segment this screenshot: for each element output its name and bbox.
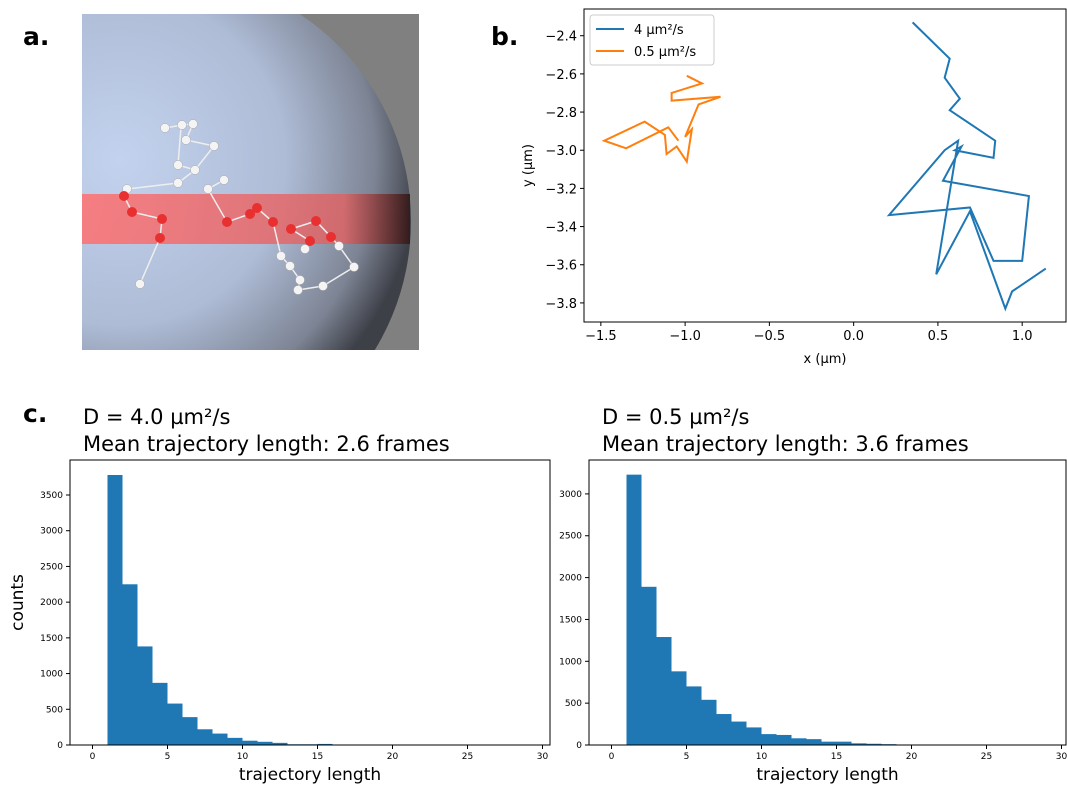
chart-title: D = 0.5 µm²/s (602, 405, 749, 429)
y-tick-label: 500 (46, 705, 63, 715)
y-tick-label: 500 (565, 699, 582, 709)
x-tick-label: 10 (756, 752, 768, 762)
histogram-bar (228, 738, 243, 745)
y-tick-label: 0 (57, 741, 63, 751)
y-tick-label: 3000 (40, 527, 63, 537)
y-tick-label: −3.2 (545, 182, 577, 197)
x-tick-label: 15 (831, 752, 842, 762)
x-tick-label: 5 (684, 752, 690, 762)
y-tick-label: 1500 (559, 615, 582, 625)
y-tick-label: −3.0 (545, 144, 577, 159)
x-tick-label: −0.5 (754, 329, 786, 344)
x-tick-label: 20 (906, 752, 918, 762)
x-tick-label: 15 (312, 752, 323, 762)
y-tick-label: 2500 (40, 562, 63, 572)
histogram-bar (837, 742, 852, 745)
x-axis-label: trajectory length (756, 765, 898, 785)
y-tick-label: 2000 (40, 598, 63, 608)
histogram-bar (717, 714, 732, 745)
y-axis-label: y (µm) (521, 144, 536, 187)
histogram-bar (777, 735, 792, 745)
histogram-bar (213, 734, 228, 745)
trajectory-line (889, 22, 1046, 308)
histogram-bar (627, 475, 642, 745)
x-tick-label: 25 (981, 752, 992, 762)
x-tick-label: 0.5 (928, 329, 949, 344)
chart-subtitle: Mean trajectory length: 3.6 frames (602, 432, 969, 456)
y-tick-label: 2000 (559, 574, 582, 584)
histogram-bar (243, 741, 258, 745)
y-tick-label: 3000 (559, 490, 582, 500)
histogram-bar (153, 683, 168, 745)
histogram-bar (168, 704, 183, 745)
histogram-bar (642, 587, 657, 745)
trajectory-line (604, 76, 720, 162)
histogram-bar (732, 722, 747, 745)
x-tick-label: 10 (237, 752, 249, 762)
y-tick-label: 1500 (40, 634, 63, 644)
x-tick-label: 1.0 (1012, 329, 1033, 344)
y-tick-label: 1000 (559, 657, 582, 667)
x-tick-label: 5 (165, 752, 171, 762)
x-tick-label: −1.0 (669, 329, 701, 344)
histogram-bar (183, 717, 198, 745)
histogram-bar (747, 727, 762, 745)
panel-label: b. (491, 22, 518, 51)
chart-title: D = 4.0 µm²/s (83, 405, 230, 429)
x-tick-label: 0.0 (843, 329, 864, 344)
histogram-bar (198, 729, 213, 745)
histogram-bar (702, 700, 717, 745)
render-image (0, 0, 419, 469)
histogram-bar (687, 686, 702, 745)
y-tick-label: −2.8 (545, 106, 577, 121)
x-tick-label: 30 (1056, 752, 1067, 762)
y-tick-label: 2500 (559, 532, 582, 542)
legend-label: 4 µm²/s (634, 23, 684, 38)
histogram-bar (762, 734, 777, 745)
y-tick-label: 1000 (40, 670, 63, 680)
legend-label: 0.5 µm²/s (634, 45, 696, 60)
y-tick-label: −3.8 (545, 297, 577, 312)
x-tick-label: 20 (387, 752, 399, 762)
x-axis-label: x (µm) (804, 352, 847, 367)
x-tick-label: 25 (462, 752, 473, 762)
y-tick-label: 3500 (40, 491, 63, 501)
y-tick-label: −2.4 (545, 30, 577, 45)
x-tick-label: −1.5 (585, 329, 617, 344)
y-tick-label: −3.6 (545, 259, 577, 274)
y-tick-label: −2.6 (545, 68, 577, 83)
y-tick-label: 0 (576, 741, 582, 751)
x-tick-label: 0 (609, 752, 615, 762)
panel-label: c. (23, 399, 47, 428)
y-tick-label: −3.4 (545, 221, 577, 236)
panel-label: a. (23, 22, 49, 51)
histogram-bar (123, 584, 138, 745)
histogram-bar (807, 739, 822, 745)
histogram-bar (657, 637, 672, 745)
histogram-bar (138, 646, 153, 745)
histogram-bar (108, 475, 123, 745)
chart-subtitle: Mean trajectory length: 2.6 frames (83, 432, 450, 456)
x-tick-label: 0 (90, 752, 96, 762)
x-axis-label: trajectory length (239, 765, 381, 785)
histogram-bar (822, 742, 837, 745)
y-axis-label: counts (8, 574, 28, 631)
histogram-bar (792, 738, 807, 745)
x-tick-label: 30 (537, 752, 549, 762)
histogram-bar (672, 671, 687, 745)
